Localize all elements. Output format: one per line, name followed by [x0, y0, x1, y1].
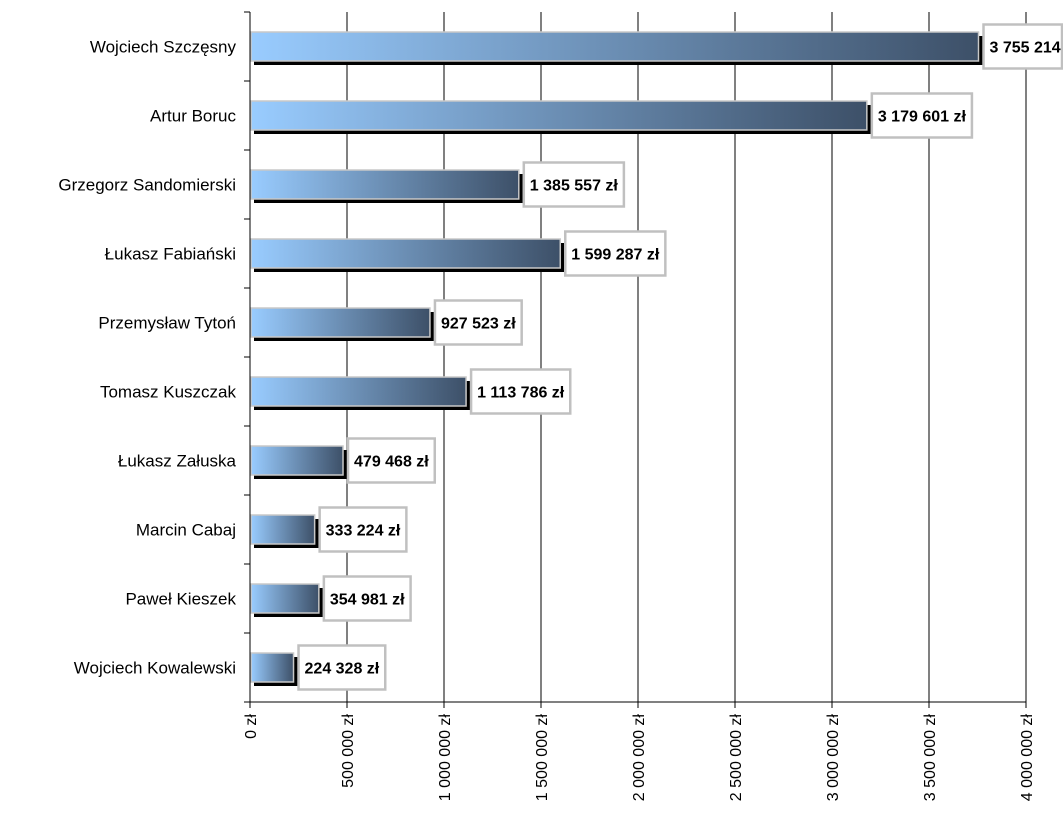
category-label: Wojciech Kowalewski	[74, 659, 236, 678]
labels: 0 zł 500 000 zł 1 000 000 zł 1 500 000 zł 2 …	[58, 23, 1063, 802]
data-label-box	[318, 506, 408, 553]
data-label-box	[322, 575, 412, 622]
category-label: Tomasz Kuszczak	[100, 383, 237, 402]
data-label: 479 468 zł	[354, 454, 429, 471]
bar	[250, 445, 344, 476]
bar	[250, 100, 868, 131]
category-label: Przemysław Tytoń	[98, 314, 236, 333]
category-label: Łukasz Fabiański	[105, 245, 236, 264]
data-label-box	[469, 368, 572, 415]
bar	[250, 376, 467, 407]
data-label: 354 981 zł	[330, 592, 405, 609]
bar	[250, 31, 980, 62]
bar	[250, 583, 320, 614]
category-label: Wojciech Szczęsny	[90, 38, 237, 57]
data-label-box	[433, 299, 523, 346]
data-label-box	[522, 161, 626, 208]
x-tick-label: 2 500 000 zł	[728, 714, 745, 802]
x-tick-label: 3 000 000 zł	[825, 714, 842, 802]
x-tick-label: 4 000 000 zł	[1019, 714, 1036, 802]
data-label-box	[564, 230, 667, 277]
data-label: 1 599 287 zł	[571, 247, 660, 264]
axes	[244, 11, 1027, 708]
data-label: 3 755 214 zł	[990, 40, 1063, 57]
data-label: 1 113 786 zł	[477, 385, 565, 402]
data-label: 3 179 601 zł	[878, 109, 967, 126]
bar	[250, 307, 431, 338]
bar	[250, 169, 520, 200]
data-label-box	[297, 644, 387, 691]
data-label-box	[982, 23, 1063, 70]
data-label: 333 224 zł	[326, 523, 401, 540]
x-tick-label: 2 000 000 zł	[631, 714, 648, 802]
x-tick-label: 1 500 000 zł	[534, 714, 551, 802]
data-label: 927 523 zł	[441, 316, 516, 333]
category-label: Paweł Kieszek	[125, 590, 236, 609]
data-label: 224 328 zł	[305, 661, 380, 678]
x-tick-label: 3 500 000 zł	[922, 714, 939, 802]
bar	[250, 238, 562, 269]
category-label: Łukasz Załuska	[118, 452, 237, 471]
category-label: Marcin Cabaj	[136, 521, 236, 540]
data-label-box	[870, 92, 974, 139]
category-label: Grzegorz Sandomierski	[58, 176, 236, 195]
x-tick-label: 0 zł	[243, 714, 260, 739]
data-label-box	[346, 437, 437, 484]
x-tick-label: 500 000 zł	[340, 714, 357, 788]
x-tick-label: 1 000 000 zł	[437, 714, 454, 802]
data-label: 1 385 557 zł	[530, 178, 619, 195]
category-label: Artur Boruc	[150, 107, 236, 126]
bars	[250, 31, 983, 686]
bar	[250, 652, 295, 683]
bar	[250, 514, 316, 545]
